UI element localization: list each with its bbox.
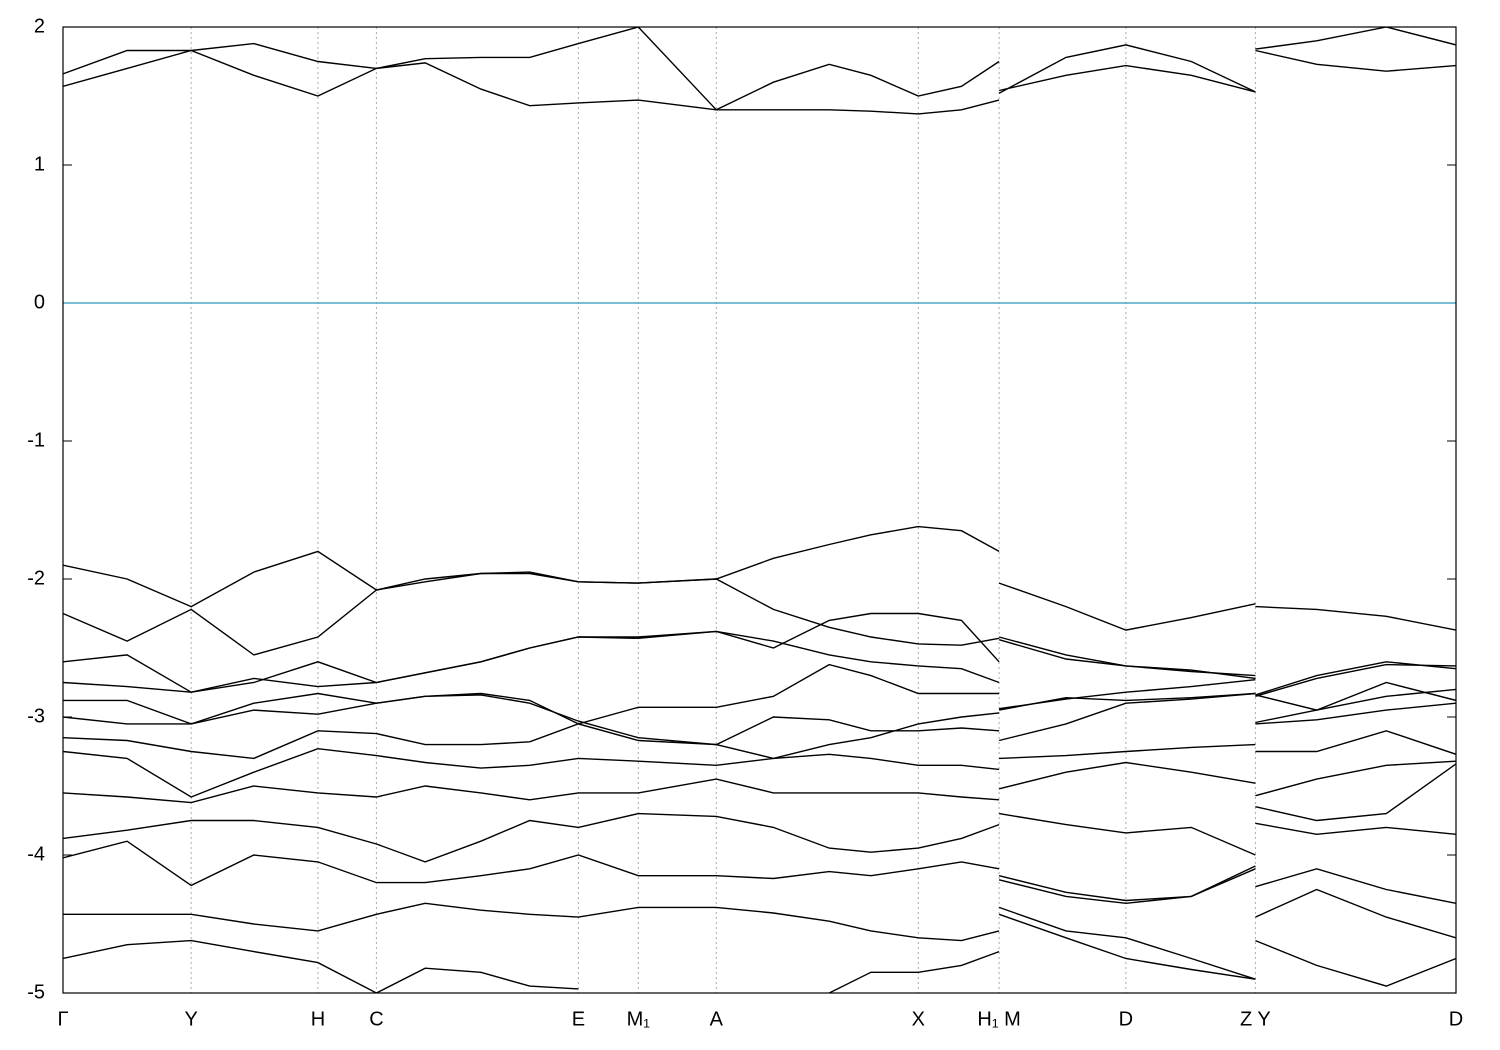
x-tick-label: Z Y: [1240, 1008, 1271, 1030]
band-line: [63, 913, 1456, 993]
y-tick-label: -5: [27, 981, 45, 1003]
band-line: [63, 712, 1456, 760]
plot-frame: [62, 26, 1457, 994]
x-tick-label: X: [912, 1008, 925, 1030]
x-tick-label: A: [710, 1008, 724, 1030]
x-tick-label: M₁: [627, 1008, 651, 1030]
band-line: [63, 888, 1456, 980]
x-tick-label: D: [1449, 1008, 1463, 1030]
x-tick-label: H₁ M: [977, 1008, 1020, 1030]
band-line: [63, 27, 1456, 111]
band-line: [63, 747, 1456, 798]
x-tick-label: D: [1119, 1008, 1133, 1030]
y-tick-label: -4: [27, 843, 45, 865]
x-tick-label: C: [369, 1008, 383, 1030]
y-tick-label: -3: [27, 705, 45, 727]
band-line: [63, 763, 1456, 856]
y-tick-label: 0: [34, 291, 45, 313]
band-line: [63, 840, 1456, 905]
x-tick-label: H: [311, 1008, 325, 1030]
y-tick-label: -2: [27, 567, 45, 589]
x-tick-label: Y: [184, 1008, 197, 1030]
band-line: [63, 49, 1456, 115]
y-tick-label: 1: [34, 153, 45, 175]
band-line: [63, 812, 1456, 902]
y-tick-label: -1: [27, 429, 45, 451]
y-tick-label: 2: [34, 15, 45, 37]
x-tick-label: E: [572, 1008, 585, 1030]
band-line: [63, 692, 1456, 746]
x-tick-label: Γ: [57, 1008, 68, 1030]
